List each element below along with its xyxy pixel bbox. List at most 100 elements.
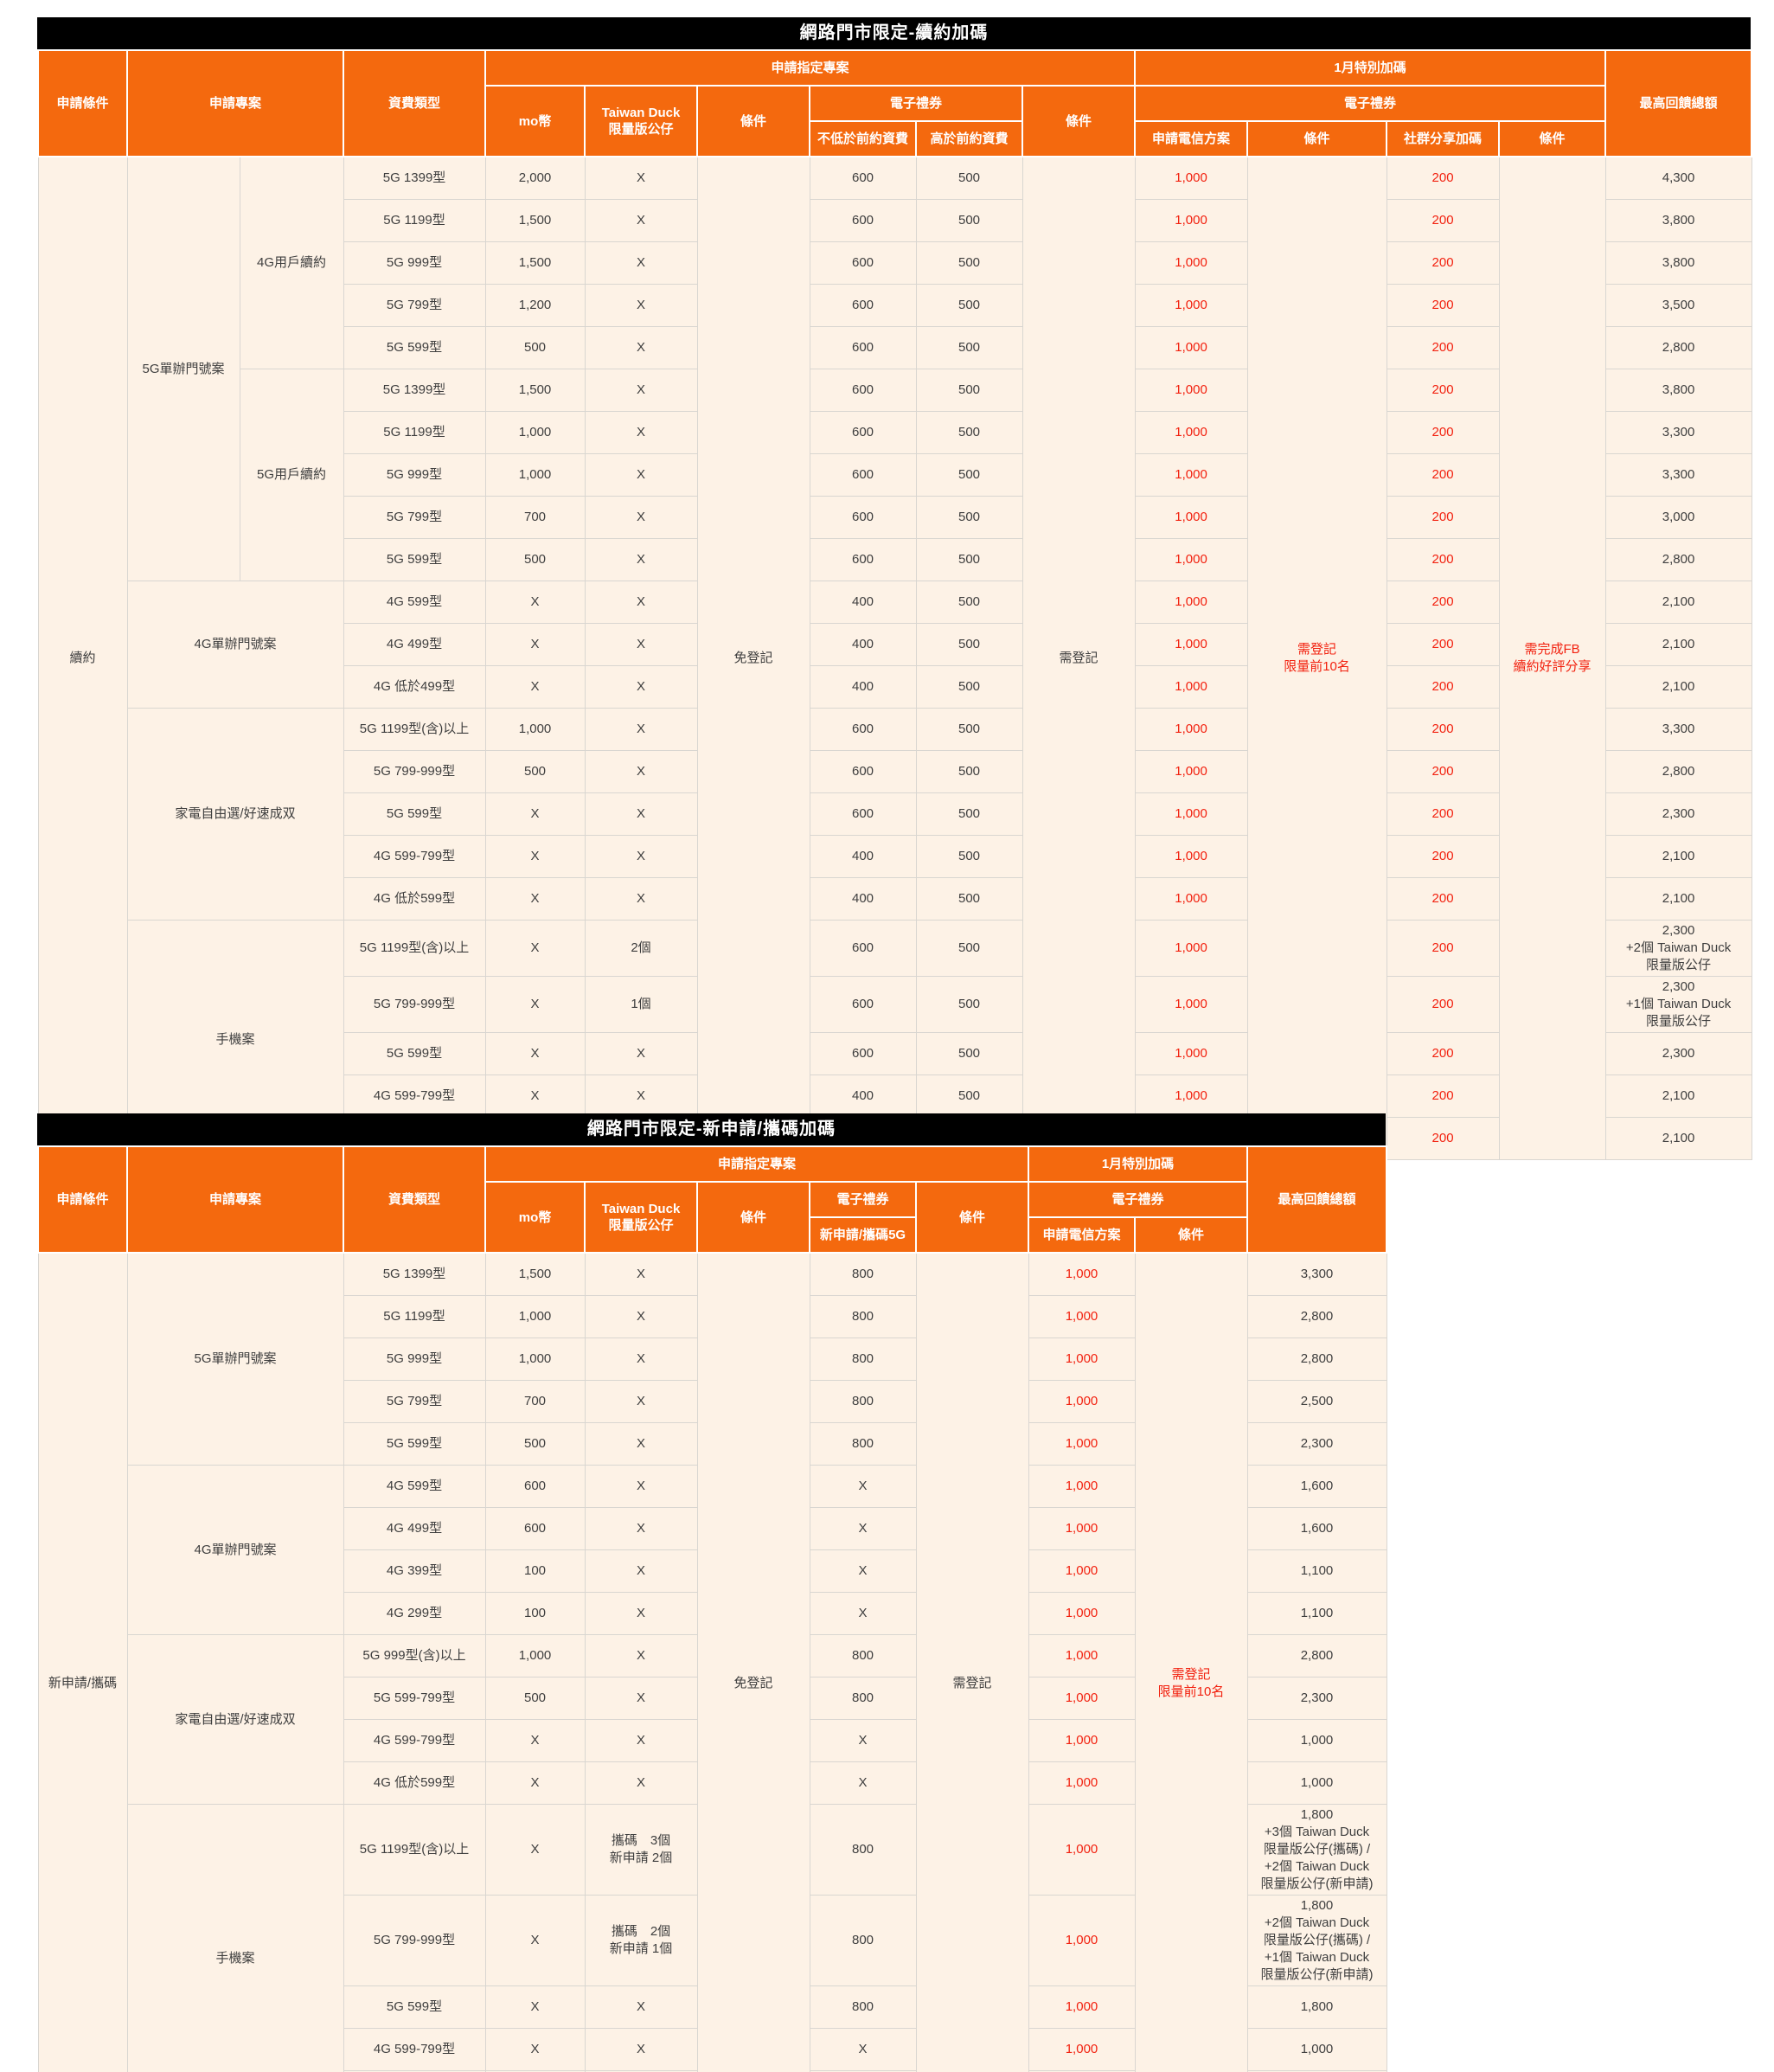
body-cell: 200 <box>1386 708 1500 751</box>
body-cell: 5G 799型 <box>343 284 486 327</box>
body-cell: 3,800 <box>1604 199 1752 242</box>
body-cell: X <box>809 1549 917 1593</box>
body-cell: 200 <box>1386 665 1500 709</box>
body-row-13: 4G 低於599型 X X X 1,000 1,000 <box>38 1761 1387 1805</box>
body-cell: X <box>584 1719 698 1762</box>
body-cell: 1,000 <box>1028 1895 1136 1986</box>
body-row-2: 5G 1199型 1,500 X 600 500 1,000 200 3,800 <box>38 199 1752 242</box>
body-cell: 200 <box>1386 326 1500 369</box>
header-cell: 電子禮券 <box>809 85 1024 122</box>
body-cell: X <box>484 1804 586 1896</box>
body-cell: 700 <box>484 496 586 539</box>
body-cell: X <box>584 1422 698 1466</box>
body-cell: 5G 999型(含)以上 <box>343 1634 486 1677</box>
body-cell: 400 <box>809 623 917 666</box>
body-cell: 600 <box>809 326 917 369</box>
body-cell: X <box>584 708 698 751</box>
body-cell: 5G 1199型 <box>343 411 486 454</box>
body-cell: 600 <box>809 284 917 327</box>
body-cell: 1,200 <box>484 284 586 327</box>
body-cell: 2,100 <box>1604 1117 1752 1160</box>
body-cell: 500 <box>484 1677 586 1720</box>
body-cell: 5G用戶續約 <box>239 369 344 581</box>
body-cell: 1,000 <box>1134 920 1248 977</box>
body-cell: 1,000 <box>1134 750 1248 793</box>
body-cell: 4G 599-799型 <box>343 2028 486 2071</box>
body-cell: 500 <box>915 665 1023 709</box>
body-cell: X <box>809 1465 917 1508</box>
header-cell: 資費類型 <box>343 49 487 157</box>
body-cell: 600 <box>809 750 917 793</box>
body-row-11: 5G 599-799型 500 X 800 1,000 2,300 <box>38 1677 1387 1720</box>
body-cell: 4,300 <box>1604 156 1752 200</box>
body-cell: 2,000 <box>484 156 586 200</box>
body-cell: X <box>584 1507 698 1550</box>
body-cell: 1,000 <box>1028 1295 1136 1338</box>
body-cell: 家電自由選/好速成双 <box>126 1634 344 1805</box>
body-cell: 500 <box>484 538 586 581</box>
body-cell: 600 <box>809 792 917 836</box>
header-cell: 條件 <box>696 1181 810 1254</box>
body-cell: 500 <box>915 976 1023 1033</box>
body-cell: 1,000 <box>1246 2070 1387 2072</box>
renewal-table: 申請條件 申請專案 資費類型 申請指定專案 1月特別加碼 最高回饋總額 mo幣 Taiwan … <box>37 49 1753 1160</box>
body-cell: 2,800 <box>1604 538 1752 581</box>
body-cell: 800 <box>809 1985 917 2029</box>
body-cell: 1個 <box>584 976 698 1033</box>
body-cell: X <box>584 1761 698 1805</box>
table-body: 新申請/攜碼 5G單辦門號案 5G 1399型 1,500 X 免登記 800 需登記 1,00… <box>37 1252 1387 2072</box>
body-cell: 攜碼 2個 新申請 1個 <box>584 1895 698 1986</box>
body-cell: 200 <box>1386 920 1500 977</box>
body-cell: 200 <box>1386 496 1500 539</box>
body-cell: 1,100 <box>1246 1592 1387 1635</box>
header-row-3: 不低於前約資費 高於前約資費 申請電信方案 條件 社群分享加碼 條件 <box>38 120 1752 157</box>
body-cell: X <box>584 750 698 793</box>
new-application-table: 申請條件 申請專案 資費類型 申請指定專案 1月特別加碼 最高回饋總額 mo幣 Taiwan … <box>37 1145 1387 2072</box>
header-cell: 新申請/攜碼5G <box>809 1216 917 1254</box>
body-cell: X <box>584 411 698 454</box>
body-cell: 需登記 <box>915 1252 1029 2072</box>
body-cell: X <box>584 1074 698 1118</box>
body-cell: X <box>584 1634 698 1677</box>
body-cell: 5G 599-799型 <box>343 1677 486 1720</box>
body-cell: 4G 599型 <box>343 581 486 624</box>
body-cell: X <box>584 1465 698 1508</box>
body-cell: 1,000 <box>1134 877 1248 921</box>
header-cell: 條件 <box>1246 120 1388 157</box>
body-row-5: 5G 599型 500 X 800 1,000 2,300 <box>38 1422 1387 1466</box>
body-row-1: 續約 5G單辦門號案 4G用戶續約 5G 1399型 2,000 X 免登記 600 500 需登… <box>37 156 1752 1160</box>
body-cell: 5G 599型 <box>343 1985 486 2029</box>
body-cell: X <box>584 199 698 242</box>
body-cell: 500 <box>915 792 1023 836</box>
body-cell: 需登記 限量前10名 <box>1246 156 1387 1160</box>
body-cell: 600 <box>809 976 917 1033</box>
body-cell: 600 <box>809 708 917 751</box>
renewal-table-title: 網路門市限定-續約加碼 <box>37 17 1751 49</box>
body-cell: 200 <box>1386 750 1500 793</box>
body-cell: 3,300 <box>1604 453 1752 497</box>
body-cell: 200 <box>1386 1074 1500 1118</box>
header-cell: 資費類型 <box>343 1145 486 1254</box>
body-row-9: 5G 799型 700 X 600 500 1,000 200 3,000 <box>38 496 1752 539</box>
body-cell: 800 <box>809 1380 917 1423</box>
body-cell: 1,000 <box>1134 581 1248 624</box>
body-row-5: 5G 599型 500 X 600 500 1,000 200 2,800 <box>38 326 1752 369</box>
body-cell: 600 <box>809 241 917 285</box>
body-cell: 200 <box>1386 241 1500 285</box>
body-row-6: 5G用戶續約 5G 1399型 1,500 X 600 500 1,000 200 3,800 <box>38 369 1752 581</box>
body-cell: 4G 599型 <box>343 1465 486 1508</box>
body-cell: X <box>584 156 698 200</box>
body-cell: 家電自由選/好速成双 <box>126 708 344 921</box>
body-cell: 800 <box>809 1252 917 1296</box>
body-cell: 500 <box>915 581 1023 624</box>
body-cell: 1,000 <box>1028 1761 1136 1805</box>
body-cell: 1,000 <box>484 708 586 751</box>
body-row-8: 5G 999型 1,000 X 600 500 1,000 200 3,300 <box>38 453 1752 497</box>
body-cell: 1,000 <box>1028 1549 1136 1593</box>
body-cell: 1,000 <box>1028 1677 1136 1720</box>
body-cell: 5G 599型 <box>343 1032 486 1075</box>
body-cell: 1,000 <box>1028 1380 1136 1423</box>
body-row-18: 4G 低於599型 X X 400 500 1,000 200 2,100 <box>38 877 1752 921</box>
header-cell: 1月特別加碼 <box>1028 1145 1248 1183</box>
